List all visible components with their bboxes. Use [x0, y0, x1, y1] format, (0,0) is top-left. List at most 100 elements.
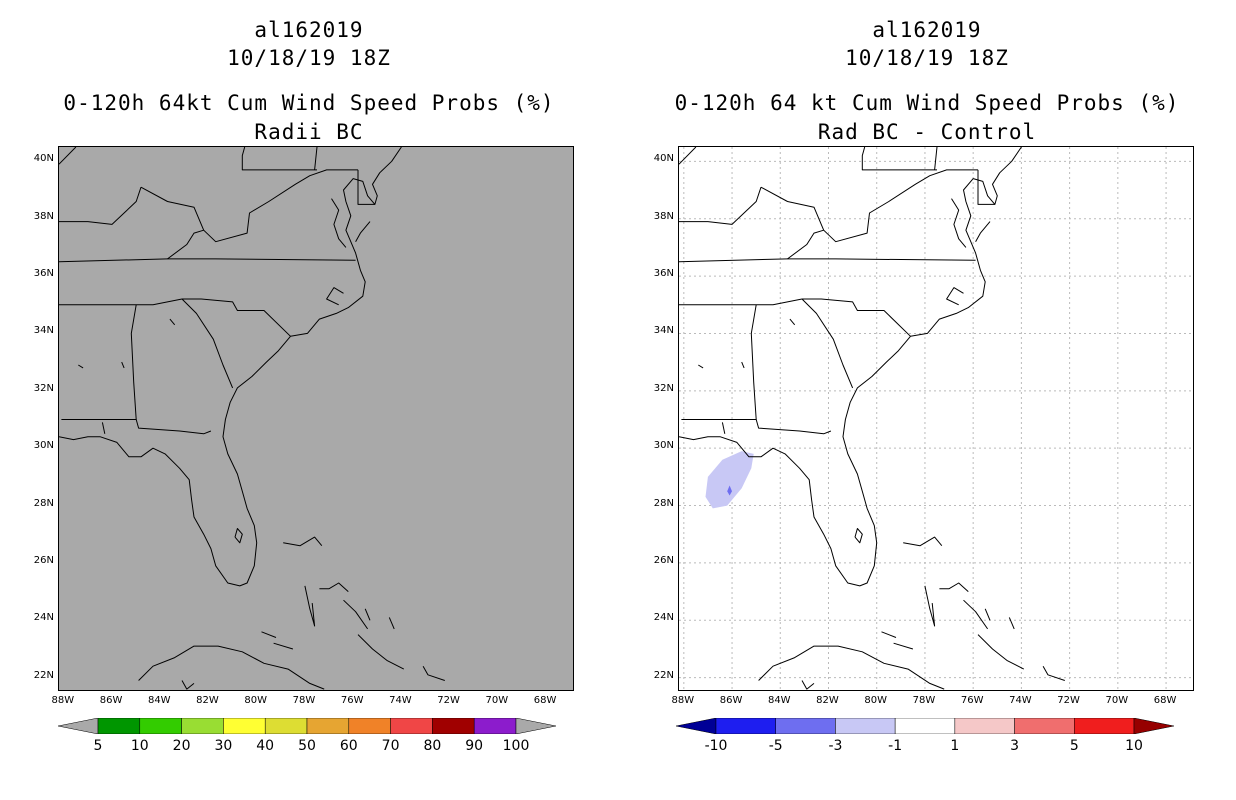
lat-label: 40N [653, 153, 674, 165]
colorbar-label: 1 [950, 738, 960, 754]
island-outline [977, 634, 1025, 670]
coastline-map [679, 147, 1193, 690]
datetime: 10/18/19 18Z [227, 46, 391, 70]
island-outline [304, 585, 316, 627]
state-border [140, 169, 358, 243]
island-outline [138, 645, 325, 690]
colorbar-label: 10 [1125, 738, 1143, 754]
coastline [679, 147, 1022, 587]
lon-label: 70W [1105, 695, 1129, 706]
difference-region [705, 451, 754, 509]
island-outline [283, 536, 323, 547]
colorbar-swatch [306, 718, 350, 734]
state-border [679, 298, 911, 337]
state-border [679, 187, 762, 225]
island-outline [903, 536, 943, 547]
lon-label: 72W [1057, 695, 1080, 706]
island-outline [364, 608, 371, 621]
difference-core [727, 485, 732, 496]
lon-label: 74W [1009, 695, 1032, 706]
lon-label: 78W [292, 695, 316, 706]
lon-label: 82W [196, 695, 219, 706]
lat-label: 30N [33, 440, 54, 452]
state-border [679, 147, 697, 165]
colorbar-high-arrow [1133, 718, 1174, 734]
island-outline [801, 680, 815, 690]
island-outline [357, 634, 405, 670]
state-border [130, 304, 137, 420]
lon-label: 88W [51, 695, 75, 706]
colorbar-label: 50 [298, 738, 316, 754]
colorbar-low-arrow [58, 718, 99, 734]
lon-label: 76W [960, 695, 984, 706]
colorbar [58, 718, 556, 734]
product-title: 0-120h 64kt Cum Wind Speed Probs (%) [63, 91, 555, 115]
state-border [59, 147, 77, 165]
datetime: 10/18/19 18Z [845, 46, 1009, 70]
colorbar-label: 5 [93, 738, 103, 754]
lake-outline [101, 422, 106, 434]
storm-id: al162019 [254, 18, 364, 42]
lat-label: 38N [653, 210, 674, 222]
colorbar-swatch [390, 718, 433, 734]
lat-label: 30N [653, 440, 674, 452]
lat-label: 22N [33, 669, 54, 681]
island-outline [319, 582, 349, 592]
colorbar-low-arrow [676, 718, 717, 734]
panel-subtitle: Rad BC - Control [817, 120, 1037, 144]
colorbar-swatch [264, 718, 308, 734]
lon-label: 70W [485, 695, 509, 706]
island-outline [758, 645, 945, 690]
island-outline [893, 642, 914, 650]
island-outline [388, 617, 395, 630]
lat-label: 32N [33, 382, 54, 394]
state-border [681, 419, 832, 435]
lake-outline [121, 361, 125, 369]
bay-outline [951, 198, 967, 248]
lake-outline [169, 318, 176, 326]
lake-outline [789, 318, 796, 326]
island-outline [273, 642, 294, 650]
lat-label: 26N [33, 554, 54, 566]
lake-outline [234, 528, 243, 544]
state-border [59, 187, 142, 225]
lon-label: 76W [340, 695, 364, 706]
colorbar-label: 60 [339, 738, 358, 754]
state-border [934, 147, 938, 170]
colorbar-swatch [223, 718, 266, 734]
lake-outline [721, 422, 726, 434]
lon-label: 84W [147, 695, 171, 706]
lat-label: 28N [33, 497, 54, 509]
lat-label: 34N [653, 325, 674, 337]
state-border [241, 147, 317, 171]
left-panel: al162019 10/18/19 18Z 0-120h 64kt Cum Wi… [33, 18, 574, 754]
island-outline [422, 665, 445, 681]
state-border [679, 258, 976, 263]
island-outline [1008, 617, 1015, 630]
colorbar-label: 30 [214, 738, 233, 754]
lon-label: 88W [671, 695, 695, 706]
state-border [59, 258, 356, 263]
lon-label: 68W [533, 695, 557, 706]
colorbar-swatch [1014, 718, 1075, 734]
lake-outline [78, 364, 84, 369]
state-border [977, 169, 995, 205]
island-outline [343, 599, 369, 630]
colorbar-label: 80 [423, 738, 442, 754]
lat-label: 22N [653, 669, 674, 681]
lon-label: 68W [1153, 695, 1177, 706]
colorbar-label: 10 [130, 738, 149, 754]
state-border [787, 229, 824, 260]
lat-label: 24N [653, 612, 674, 624]
lon-label: 86W [99, 695, 123, 706]
colorbar-swatch [894, 718, 956, 734]
lake-outline [698, 364, 704, 369]
state-border [801, 298, 854, 389]
product-title: 0-120h 64 kt Cum Wind Speed Probs (%) [674, 91, 1180, 115]
state-border [750, 304, 757, 420]
lon-label: 80W [864, 695, 888, 706]
state-border [59, 298, 291, 337]
colorbar-label: -3 [828, 738, 843, 754]
state-border [61, 419, 212, 435]
lat-label: 36N [33, 268, 54, 280]
